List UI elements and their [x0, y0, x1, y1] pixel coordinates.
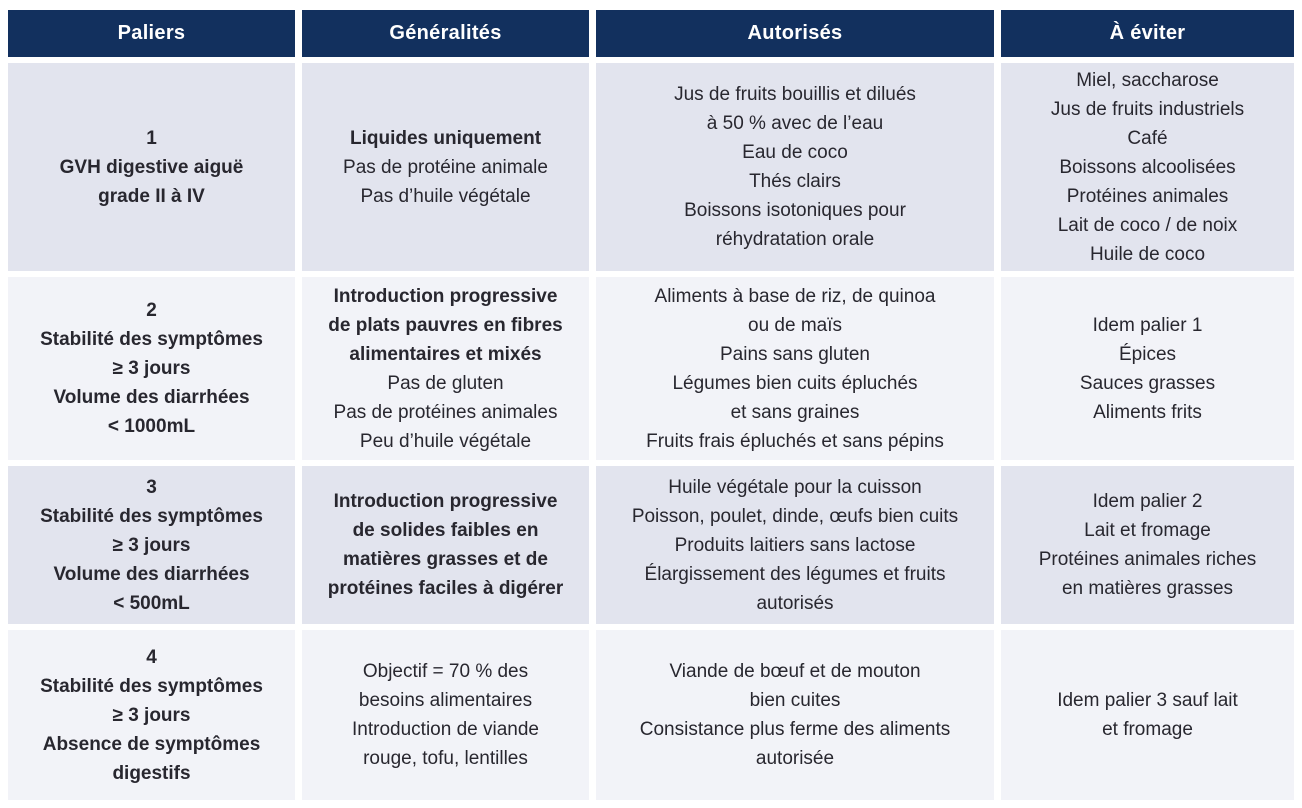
cell-paliers-palier-2: 2 Stabilité des symptômes ≥ 3 jours Volume … — [8, 277, 295, 460]
cell-text-line: Huile de coco — [1089, 243, 1206, 265]
cell-text-line: Protéines animales — [1066, 185, 1229, 207]
cell-text-line: Poisson, poulet, dinde, œufs bien cuits — [631, 505, 959, 527]
cell-autorises-palier-4: Viande de bœuf et de mouton bien cuites Co… — [596, 630, 994, 800]
cell-text-line: Épices — [1118, 343, 1177, 365]
cell-text-line: Stabilité des symptômes — [40, 675, 263, 697]
cell-text-line: Lait de coco / de noix — [1057, 214, 1238, 236]
cell-text-line: Café — [1127, 127, 1168, 149]
cell-paliers-palier-1: 1 GVH digestive aiguë grade II à IV — [8, 63, 295, 271]
cell-text-line: Viande de bœuf et de mouton — [669, 661, 921, 682]
cell-generalites-palier-2: Introduction progressive de plats pauvres… — [302, 277, 589, 460]
cell-text-line: Idem palier 2 — [1092, 491, 1203, 512]
cell-text-line: 1 — [146, 127, 157, 149]
cell-generalites-palier-4: Objectif = 70 % des besoins alimentaires I… — [302, 630, 589, 800]
cell-a-eviter-palier-3: Idem palier 2 Lait et fromage Protéines an… — [1001, 466, 1294, 624]
cell-text-line: Huile végétale pour la cuisson — [668, 476, 922, 498]
cell-text-line: Aliments frits — [1093, 401, 1202, 423]
cell-text-line: Introduction progressive — [333, 285, 558, 307]
cell-text-line: Stabilité des symptômes — [40, 505, 263, 527]
cell-text-line: à 50 % avec de l’eau — [706, 113, 884, 134]
cell-a-eviter-palier-2: Idem palier 1 Épices Sauces grasses Aliment… — [1001, 277, 1294, 460]
cell-autorises-palier-3: Huile végétale pour la cuisson Poisson, p… — [596, 466, 994, 624]
cell-text-line: Volume des diarrhées — [53, 563, 250, 585]
cell-text-line: 4 — [146, 646, 157, 668]
cell-text-line: Boissons isotoniques pour — [684, 200, 906, 221]
cell-text-line: < 1000mL — [107, 416, 196, 437]
cell-text-line: GVH digestive aiguë — [59, 156, 244, 178]
cell-text-line: 2 — [146, 300, 157, 321]
cell-a-eviter-palier-1: Miel, saccharose Jus de fruits industriel… — [1001, 63, 1294, 271]
cell-generalites-palier-1: Liquides uniquement Pas de protéine anima… — [302, 63, 589, 271]
cell-text-line: ≥ 3 jours — [112, 704, 191, 726]
cell-text-line: Légumes bien cuits épluchés — [672, 372, 918, 394]
cell-a-eviter-palier-4: Idem palier 3 sauf lait et fromage — [1001, 630, 1294, 800]
cell-text-line: Miel, saccharose — [1076, 69, 1219, 91]
cell-text-line: besoins alimentaires — [358, 690, 533, 711]
cell-text-line: bien cuites — [749, 690, 841, 711]
cell-text-line: réhydratation orale — [715, 229, 875, 250]
cell-text-line: protéines faciles à digérer — [327, 578, 564, 599]
cell-text-line: de plats pauvres en fibres — [328, 314, 563, 336]
cell-text-line: Fruits frais épluchés et sans pépins — [646, 430, 944, 452]
cell-text-line: Lait et fromage — [1084, 520, 1211, 541]
cell-text-line: et sans graines — [730, 401, 860, 423]
cell-text-line: Objectif = 70 % des — [362, 661, 529, 682]
cell-text-line: Volume des diarrhées — [53, 387, 250, 408]
cell-text-line: Absence de symptômes — [42, 733, 261, 755]
cell-text-line: Eau de coco — [742, 142, 848, 163]
cell-text-line: et fromage — [1102, 719, 1193, 740]
cell-text-line: digestifs — [112, 762, 191, 784]
cell-text-line: Pas de protéines animales — [333, 401, 558, 423]
cell-text-line: alimentaires et mixés — [349, 343, 542, 365]
cell-text-line: autorisés — [756, 592, 834, 614]
cell-text-line: 3 — [146, 476, 157, 498]
cell-text-line: autorisée — [755, 748, 835, 769]
cell-text-line: Jus de fruits bouillis et dilués — [674, 84, 916, 105]
cell-text-line: Protéines animales riches — [1038, 549, 1257, 570]
cell-text-line: matières grasses et de — [343, 549, 548, 570]
column-header-a-eviter: À éviter — [1001, 10, 1294, 57]
cell-text-line: en matières grasses — [1061, 578, 1234, 599]
cell-text-line: Élargissement des légumes et fruits — [644, 563, 946, 585]
cell-paliers-palier-4: 4 Stabilité des symptômes ≥ 3 jours Absence… — [8, 630, 295, 800]
cell-text-line: Idem palier 1 — [1092, 314, 1203, 336]
cell-text-line: Stabilité des symptômes — [40, 329, 263, 350]
cell-text-line: Aliments à base de riz, de quinoa — [654, 285, 936, 307]
cell-text-line: Produits laitiers sans lactose — [674, 534, 916, 556]
cell-text-line: Idem palier 3 sauf lait — [1057, 690, 1238, 711]
cell-text-line: ou de maïs — [748, 314, 842, 336]
cell-text-line: Pains sans gluten — [720, 343, 870, 365]
cell-paliers-palier-3: 3 Stabilité des symptômes ≥ 3 jours Volume … — [8, 466, 295, 624]
cell-text-line: Introduction progressive — [333, 491, 558, 512]
cell-text-line: Boissons alcoolisées — [1059, 156, 1236, 178]
cell-text-line: Liquides uniquement — [349, 127, 542, 149]
cell-text-line: ≥ 3 jours — [112, 534, 191, 556]
cell-text-line: Thés clairs — [749, 171, 841, 192]
column-header-autorises: Autorisés — [596, 10, 994, 57]
cell-generalites-palier-3: Introduction progressive de solides faibl… — [302, 466, 589, 624]
cell-text-line: Pas de gluten — [387, 372, 504, 394]
cell-autorises-palier-1: Jus de fruits bouillis et dilués à 50 % a… — [596, 63, 994, 271]
cell-text-line: < 500mL — [113, 592, 190, 614]
cell-text-line: grade II à IV — [98, 185, 205, 207]
cell-text-line: Consistance plus ferme des aliments — [639, 719, 951, 740]
column-header-generalites: Généralités — [302, 10, 589, 57]
cell-text-line: ≥ 3 jours — [112, 358, 191, 379]
cell-text-line: Jus de fruits industriels — [1050, 98, 1245, 120]
cell-autorises-palier-2: Aliments à base de riz, de quinoa ou de m… — [596, 277, 994, 460]
cell-text-line: Pas de protéine animale — [343, 156, 548, 178]
cell-text-line: Introduction de viande — [352, 719, 539, 740]
cell-text-line: Pas d’huile végétale — [360, 185, 531, 207]
cell-text-line: de solides faibles en — [352, 520, 539, 541]
column-header-paliers: Paliers — [8, 10, 295, 57]
cell-text-line: Sauces grasses — [1079, 372, 1216, 394]
cell-text-line: Peu d’huile végétale — [359, 430, 532, 452]
paliers-table: Paliers Généralités Autorisés À éviter 1… — [8, 10, 1294, 800]
cell-text-line: rouge, tofu, lentilles — [363, 748, 528, 769]
